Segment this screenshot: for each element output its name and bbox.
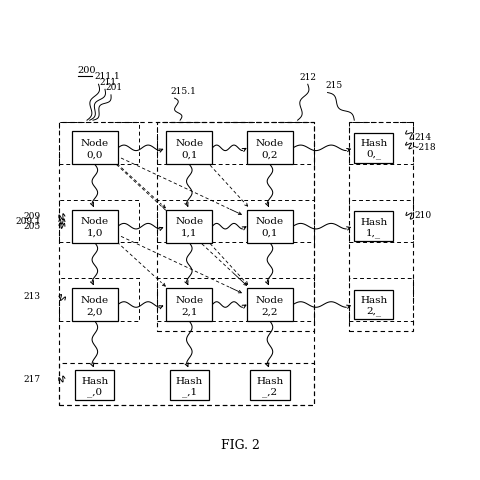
Text: 205: 205: [24, 222, 41, 231]
Text: 1,1: 1,1: [181, 229, 198, 238]
Text: Node: Node: [175, 139, 204, 148]
Bar: [166, 210, 212, 243]
Text: 0,1: 0,1: [262, 229, 278, 238]
Text: Node: Node: [256, 139, 284, 148]
Text: Node: Node: [175, 217, 204, 227]
Bar: [349, 121, 413, 331]
Text: 215: 215: [325, 81, 343, 90]
Text: 209: 209: [24, 213, 41, 221]
Text: Hash: Hash: [360, 218, 387, 227]
Bar: [354, 133, 393, 163]
Text: 0,1: 0,1: [181, 151, 198, 160]
Text: 201: 201: [106, 83, 122, 92]
Text: 2,0: 2,0: [86, 307, 103, 316]
Text: Hash: Hash: [81, 377, 108, 386]
Text: 200: 200: [78, 66, 96, 75]
Text: Hash: Hash: [256, 377, 284, 386]
Bar: [170, 370, 209, 400]
Text: 0,_: 0,_: [366, 150, 381, 159]
Bar: [60, 121, 314, 405]
Text: Node: Node: [81, 296, 109, 305]
Bar: [349, 121, 413, 164]
Bar: [157, 200, 314, 242]
Text: ~218: ~218: [411, 144, 436, 152]
Text: Node: Node: [256, 217, 284, 227]
Text: 1,0: 1,0: [86, 229, 103, 238]
Text: 217: 217: [24, 375, 41, 384]
Bar: [247, 288, 293, 321]
Text: FIG. 2: FIG. 2: [221, 439, 259, 452]
Bar: [60, 363, 314, 405]
Text: 2,1: 2,1: [181, 307, 198, 316]
Bar: [157, 278, 314, 321]
Text: 212: 212: [300, 73, 317, 82]
Text: Node: Node: [81, 139, 109, 148]
Bar: [72, 288, 118, 321]
Text: 1,_: 1,_: [366, 228, 381, 238]
Text: 215.1: 215.1: [170, 87, 196, 96]
Text: 211: 211: [100, 78, 117, 86]
Text: Hash: Hash: [360, 140, 387, 148]
Text: 0,2: 0,2: [262, 151, 278, 160]
Text: Hash: Hash: [176, 377, 203, 386]
Bar: [251, 370, 289, 400]
Bar: [354, 289, 393, 320]
Text: Node: Node: [81, 217, 109, 227]
Bar: [157, 121, 314, 164]
Bar: [349, 278, 413, 321]
Text: 2,_: 2,_: [366, 306, 381, 316]
Bar: [157, 121, 314, 331]
Text: _,0: _,0: [87, 387, 102, 396]
Text: _,1: _,1: [182, 387, 197, 396]
Bar: [354, 211, 393, 241]
Text: 210: 210: [414, 211, 432, 220]
Text: Node: Node: [256, 296, 284, 305]
Bar: [75, 370, 114, 400]
Text: Hash: Hash: [360, 296, 387, 305]
Bar: [166, 131, 212, 165]
Text: Node: Node: [175, 296, 204, 305]
Text: 214: 214: [414, 133, 432, 142]
Bar: [72, 210, 118, 243]
Text: 211.1: 211.1: [95, 72, 120, 81]
Text: 213: 213: [24, 292, 41, 300]
Text: 0,0: 0,0: [86, 151, 103, 160]
Bar: [60, 121, 139, 164]
Bar: [247, 210, 293, 243]
Bar: [166, 288, 212, 321]
Text: 2,2: 2,2: [262, 307, 278, 316]
Bar: [60, 200, 139, 242]
Bar: [60, 278, 139, 321]
Bar: [349, 200, 413, 242]
Bar: [72, 131, 118, 165]
Text: 209.1: 209.1: [15, 217, 41, 226]
Text: _,2: _,2: [263, 387, 277, 396]
Bar: [247, 131, 293, 165]
